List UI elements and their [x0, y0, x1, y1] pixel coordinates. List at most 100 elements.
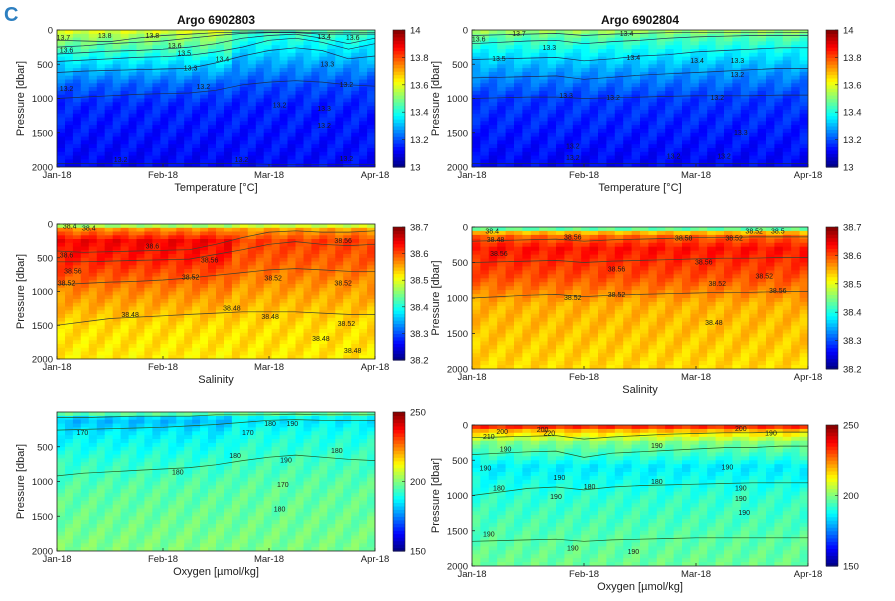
contour-label: 38.56 [201, 257, 219, 264]
colorbar-tick-label: 38.6 [410, 249, 429, 260]
colorbar-tick-label: 13.8 [410, 53, 429, 64]
y-tick-label: 2000 [447, 163, 468, 174]
contour-label: 13.2 [566, 143, 580, 150]
colorbar-tick-label: 14 [843, 26, 854, 37]
contour-label: 13.2 [606, 95, 620, 102]
contour-label: 38.56 [769, 288, 787, 295]
contour-13.3 [57, 47, 375, 73]
contour-label: 190 [286, 421, 298, 428]
y-tick-label: 500 [37, 60, 53, 71]
colorbar: 13 13.2 13.4 13.6 13.8 14 [825, 26, 862, 174]
y-tick-label: 1000 [32, 287, 53, 298]
y-tick-label: 1000 [447, 294, 468, 305]
contour-38.6 [472, 236, 808, 242]
y-tick-label: 500 [452, 456, 468, 467]
contour-label: 13.3 [320, 61, 334, 68]
contour-label: 38.52 [756, 274, 774, 281]
x-tick-label: Apr-18 [794, 372, 823, 383]
contour-label: 38.52 [725, 235, 743, 242]
contour-label: 38.48 [312, 336, 330, 343]
contour-13.3 [472, 68, 808, 80]
contour-200 [472, 431, 808, 440]
contour-label: 13.2 [340, 156, 354, 163]
contour-label: 38.52 [58, 280, 76, 287]
y-tick-label: 2000 [32, 355, 53, 366]
contour-13.4 [57, 37, 375, 62]
contour-label: 190 [722, 464, 734, 471]
colorbar-tick-label: 38.3 [410, 329, 429, 340]
y-tick-label: 500 [37, 253, 53, 264]
contour-180 [472, 482, 808, 496]
colorbar-tick-label: 38.6 [843, 251, 862, 262]
contour-label: 38.52 [608, 292, 626, 299]
contour-38.56 [472, 257, 808, 263]
contour-label: 13.5 [177, 50, 191, 57]
contour-lines [472, 431, 808, 542]
chart-panel-1: 13.713.613.8 13.813.613.513.413.313.2 13.2… [15, 13, 429, 194]
colorbar-tick-label: 200 [843, 491, 859, 502]
contour-label: 220 [543, 431, 555, 438]
contour-label: 13.2 [273, 102, 287, 109]
contour-label: 13.3 [184, 65, 198, 72]
y-tick-label: 1000 [447, 491, 468, 502]
heatmap-field [472, 227, 808, 369]
y-axis-label: Pressure [dbar] [15, 61, 27, 136]
colorbar-tick-label: 38.2 [843, 365, 862, 376]
y-tick-label: 1000 [32, 477, 53, 488]
x-tick-label: Apr-18 [361, 554, 390, 565]
colorbar-tick-label: 150 [410, 547, 426, 558]
colorbar-tick-label: 13 [843, 163, 854, 174]
contour-190 [57, 413, 375, 418]
colorbar-tick-label: 13.2 [843, 135, 862, 146]
y-tick-label: 0 [48, 26, 53, 37]
contour-label: 13.2 [196, 84, 210, 91]
contour-13.5 [472, 35, 808, 45]
y-tick-label: 0 [463, 421, 468, 432]
colorbar-tick-label: 13.2 [410, 135, 429, 146]
contour-label: 190 [280, 458, 292, 465]
x-tick-label: Apr-18 [361, 362, 390, 373]
x-tick-label: Apr-18 [794, 170, 823, 181]
contour-label: 13.3 [542, 45, 556, 52]
contour-label: 180 [274, 506, 286, 513]
contour-label: 13.2 [114, 157, 128, 164]
contour-label: 13.4 [216, 57, 230, 64]
colorbar: 13 13.2 13.4 13.6 13.8 14 [392, 26, 429, 174]
x-tick-label: Apr-18 [361, 170, 390, 181]
contour-label: 38.56 [490, 251, 508, 258]
contour-13.2 [57, 80, 375, 99]
x-tick-label: Feb-18 [148, 554, 178, 565]
y-tick-label: 0 [463, 26, 468, 37]
contour-label: 190 [735, 485, 747, 492]
contour-label: 13.6 [60, 48, 74, 55]
contour-lines [472, 236, 808, 299]
contour-13.2 [472, 94, 808, 99]
contour-38.6 [57, 230, 375, 253]
contour-label: 180 [493, 485, 505, 492]
colorbar-tick-label: 200 [410, 477, 426, 488]
colorbar-tick-label: 38.4 [410, 302, 429, 313]
x-axis-label: Temperature [°C] [174, 182, 257, 194]
x-tick-label: Mar-18 [254, 554, 284, 565]
y-tick-label: 1000 [447, 94, 468, 105]
contour-label: 13.8 [146, 33, 160, 40]
heatmap-field [472, 30, 808, 167]
colorbar-tick-label: 38.3 [843, 336, 862, 347]
contour-38.52 [472, 291, 808, 299]
contour-label: 190 [567, 545, 579, 552]
contour-label: 190 [554, 475, 566, 482]
contour-label: 13.4 [690, 58, 704, 65]
x-tick-label: Jan-18 [42, 170, 71, 181]
contour-label: 38.52 [709, 281, 727, 288]
colorbar-tick-label: 13.8 [843, 53, 862, 64]
contour-label: 210 [483, 434, 495, 441]
contour-13.2 [57, 163, 375, 165]
contour-label: 13.2 [317, 123, 331, 130]
y-tick-label: 1500 [447, 526, 468, 537]
colorbar-tick-label: 38.5 [843, 279, 862, 290]
colorbar-tick-label: 13.6 [843, 80, 862, 91]
contour-label: 180 [331, 448, 343, 455]
contour-label: 38.6 [60, 253, 74, 260]
y-tick-label: 500 [452, 258, 468, 269]
